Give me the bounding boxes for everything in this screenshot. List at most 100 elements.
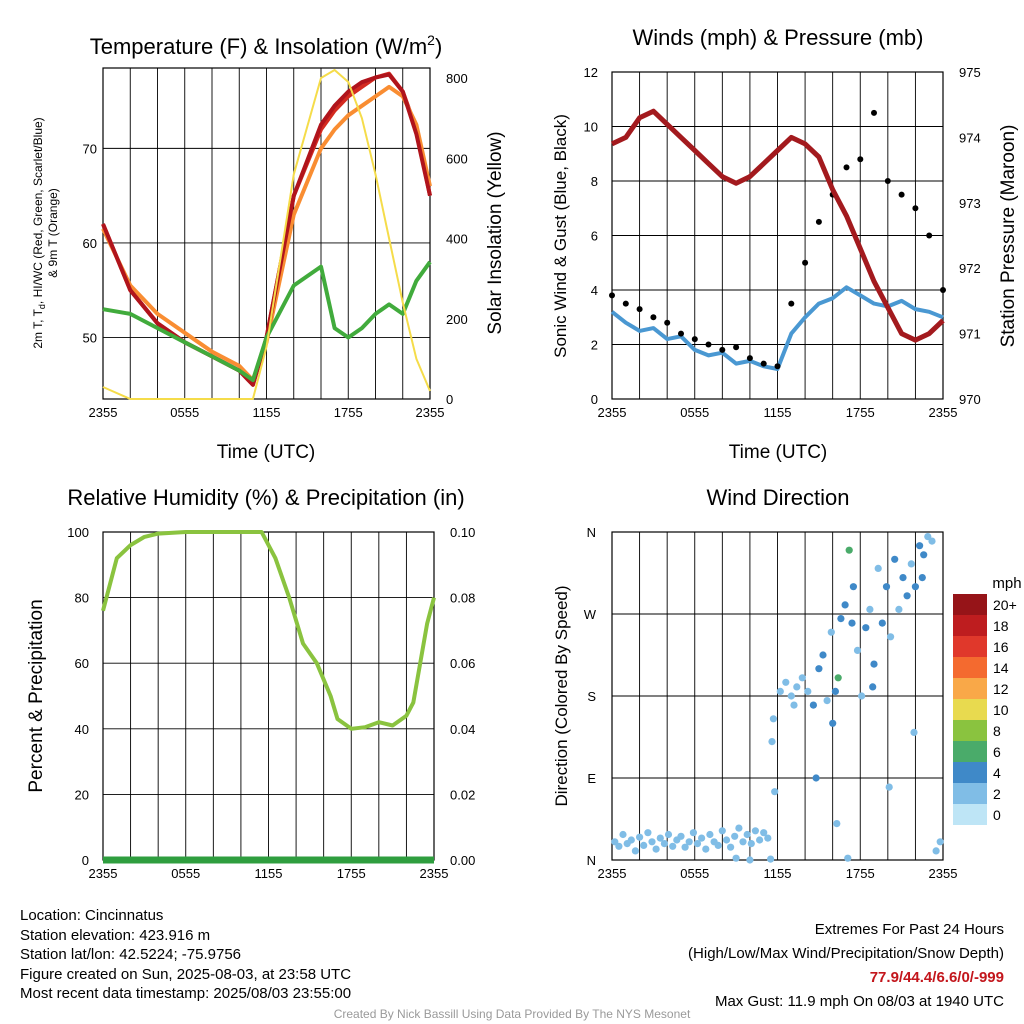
direction-point (732, 854, 740, 862)
direction-point (731, 832, 739, 840)
winds-right-axis-label: Station Pressure (Maroon) (998, 125, 1019, 348)
max-gust: Max Gust: 11.9 mph On 08/03 at 1940 UTC (714, 993, 1004, 1010)
temperature-x-tick-label: 1155 (253, 405, 281, 420)
insolation-y-tick-label: 0 (446, 392, 453, 407)
pressure-y-tick-label: 974 (959, 130, 981, 145)
legend-color-box (953, 741, 987, 762)
direction-point (858, 692, 866, 700)
winds-y-tick-label: 6 (591, 229, 598, 244)
direction-x-tick-label: 1155 (764, 866, 792, 881)
direction-point (911, 583, 920, 591)
humidity-x-tick-label: 2355 (89, 866, 118, 881)
direction-point (907, 560, 915, 568)
winds-x-tick-label: 1155 (764, 405, 792, 420)
direction-x-tick-label: 2355 (598, 866, 627, 881)
direction-point (698, 834, 706, 842)
winds-x-tick-label: 2355 (598, 405, 627, 420)
speed-legend: 20+ 18 16 14 12 10 8 6 4 2 0 (953, 594, 1017, 825)
gust-point (733, 344, 740, 351)
temperature-panel-title: Temperature (F) & Insolation (W/m2) (90, 32, 443, 59)
direction-point (685, 838, 693, 846)
humidity-y-tick-label: 40 (75, 722, 89, 737)
direction-point (743, 830, 751, 839)
winds-y-tick-label: 4 (591, 283, 598, 298)
humidity-y-tick-label: 80 (75, 591, 89, 606)
precip-y-tick-label: 0.06 (450, 656, 475, 671)
figure-created: Figure created on Sun, 2025-08-03, at 23… (20, 965, 352, 983)
legend-color-box (953, 594, 987, 615)
direction-point (831, 687, 840, 696)
panel-temperature: Temperature (F) & Insolation (W/m2) 2355… (31, 32, 506, 463)
winds-x-axis-label: Time (UTC) (729, 442, 828, 463)
pressure-y-tick-label: 975 (959, 65, 981, 80)
direction-y-tick-label: E (587, 771, 596, 786)
gust-point (636, 306, 643, 313)
direction-point (739, 838, 747, 846)
direction-point (899, 574, 907, 582)
winds-plot-area: 2355 0555 1155 1755 235502468101297097197297… (584, 65, 981, 420)
direction-point (878, 619, 886, 627)
extremes-title: Extremes For Past 24 Hours (814, 921, 1004, 938)
legend-level-label: 4 (993, 765, 1001, 781)
direction-point (756, 836, 764, 844)
direction-point (866, 605, 874, 614)
direction-y-tick-label: N (587, 853, 596, 868)
direction-x-tick-label: 1755 (846, 866, 875, 881)
gust-point (774, 363, 781, 370)
direction-point (615, 842, 623, 850)
direction-point (722, 836, 731, 844)
humidity-x-tick-label: 1755 (337, 866, 366, 881)
direction-point (920, 551, 928, 559)
direction-point (862, 624, 870, 632)
direction-point (932, 847, 940, 855)
direction-point (827, 628, 835, 636)
gust-point (926, 232, 933, 239)
direction-point (903, 592, 911, 600)
direction-point (782, 678, 790, 686)
gust-point (609, 292, 615, 299)
legend-level-label: 18 (993, 618, 1009, 634)
direction-y-tick-label: N (587, 525, 596, 540)
gust-point (815, 218, 822, 225)
direction-point (652, 845, 660, 853)
gust-point (664, 319, 671, 326)
direction-point (768, 738, 776, 746)
direction-point (767, 855, 775, 863)
gust-point (884, 178, 891, 184)
station-location: Location: Cincinnatus (20, 907, 164, 924)
gust-point (691, 336, 698, 343)
winds-y-tick-label: 8 (591, 174, 598, 189)
direction-panel-title: Wind Direction (706, 485, 849, 510)
temperature-x-tick-label: 0555 (170, 405, 199, 420)
winds-panel-title: Winds (mph) & Pressure (mb) (633, 25, 924, 50)
direction-point (918, 574, 926, 582)
direction-point (640, 841, 648, 850)
direction-point (669, 842, 677, 850)
direction-point (829, 719, 837, 727)
direction-point (834, 674, 842, 682)
direction-point (747, 840, 755, 848)
humidity-panel-title: Relative Humidity (%) & Precipitation (i… (67, 485, 464, 510)
series-line-td (102, 260, 432, 383)
speed-legend-title: mph (992, 575, 1021, 592)
extremes-values: 77.9/44.4/6.6/0/-999 (869, 969, 1004, 986)
humidity-plot-area: 2355 0555 1155 1755 23550204060801000.000.02… (67, 525, 475, 881)
temperature-left-axis-label-line2: & 9m T (Orange) (46, 188, 60, 278)
humidity-y-tick-label: 0 (82, 853, 89, 868)
legend-level-label: 6 (993, 744, 1001, 760)
gust-point (678, 330, 684, 337)
temperature-y-tick-label: 60 (83, 236, 97, 251)
series-line-relative-humidity (101, 530, 436, 731)
gust-point (857, 156, 864, 163)
gust-point (871, 109, 877, 116)
station-info: Location: Cincinnatus Station elevation:… (20, 906, 351, 1004)
gust-point (650, 314, 657, 321)
pressure-y-tick-label: 973 (959, 196, 981, 211)
legend-level-label: 0 (993, 807, 1001, 823)
direction-left-axis-label: Direction (Colored By Speed) (552, 585, 571, 806)
gust-point (788, 300, 795, 307)
legend-level-label: 16 (993, 639, 1009, 655)
insolation-y-tick-label: 800 (446, 71, 468, 86)
direction-point (631, 847, 640, 855)
